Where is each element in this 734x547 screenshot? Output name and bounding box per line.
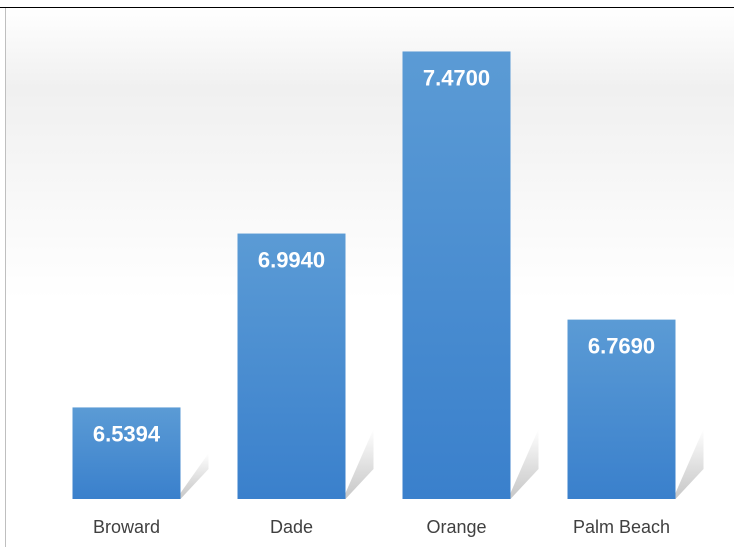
bar-shadows	[180, 429, 704, 499]
bar-shadow	[345, 429, 374, 499]
value-labels-group: 6.5394 6.9940 7.4700 6.7690	[93, 65, 655, 446]
category-label: Broward	[93, 517, 160, 537]
value-label: 6.5394	[93, 421, 161, 446]
left-border-line	[5, 8, 6, 547]
value-label: 7.4700	[423, 65, 490, 90]
bars-group	[72, 51, 676, 500]
value-label: 6.7690	[588, 334, 655, 359]
category-labels-group: Broward Dade Orange Palm Beach	[93, 517, 670, 537]
value-label: 6.9940	[258, 248, 325, 273]
bar-palm-beach	[567, 319, 676, 499]
bar-shadow	[510, 429, 539, 499]
category-label: Palm Beach	[573, 517, 670, 537]
category-label: Orange	[426, 517, 486, 537]
top-border-line	[0, 7, 734, 8]
category-label: Dade	[270, 517, 313, 537]
bar-shadow	[675, 429, 704, 499]
bar-broward	[72, 407, 181, 499]
bar-shadow	[180, 453, 209, 499]
bar-dade	[237, 233, 346, 500]
bar-orange	[402, 51, 511, 499]
